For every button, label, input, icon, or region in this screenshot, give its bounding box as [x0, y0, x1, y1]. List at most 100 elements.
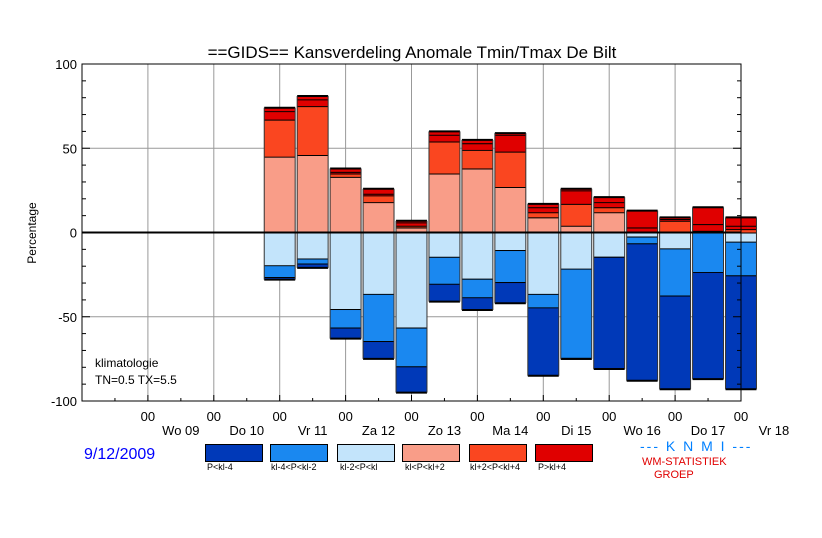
bar-segment — [461, 139, 493, 144]
legend-label-4: kl<P<kl+2 — [405, 462, 445, 472]
bar-segment — [527, 212, 559, 218]
y-tick-label: 100 — [55, 57, 77, 72]
y-tick-label: 50 — [63, 141, 77, 156]
bar-segment — [363, 188, 395, 194]
bar-segment — [428, 257, 460, 285]
bar-stack — [263, 106, 296, 281]
bar-segment — [264, 156, 296, 233]
bar-segment — [297, 154, 329, 233]
bar-stack — [659, 216, 692, 391]
bar-segment — [593, 202, 625, 208]
x-hour-label: 00 — [207, 409, 221, 424]
bar-segment — [692, 272, 724, 380]
bar-segment — [494, 151, 526, 188]
bar-segment — [494, 134, 526, 152]
bar-segment — [626, 244, 658, 381]
bar-segment — [692, 232, 724, 273]
x-day-label: Vr 18 — [759, 423, 790, 438]
bar-segment — [527, 232, 559, 295]
bar-segment — [560, 232, 592, 270]
bar-segment — [527, 207, 559, 213]
legend-label-3: kl-2<P<kl — [340, 462, 378, 472]
bar-segment — [626, 237, 658, 245]
x-day-label: Wo 16 — [623, 423, 660, 438]
bar-segment — [330, 232, 362, 311]
bar-segment — [461, 232, 493, 280]
bar-stack — [494, 132, 527, 305]
bar-segment — [264, 266, 296, 278]
bar-segment — [297, 106, 329, 155]
bar-segment — [363, 202, 395, 233]
x-hour-label: 00 — [734, 409, 748, 424]
bar-segment — [396, 232, 427, 329]
x-day-label: Do 10 — [229, 423, 264, 438]
chart-title: ==GIDS== Kansverdeling Anomale Tmin/Tmax… — [208, 43, 617, 62]
bar-segment — [428, 173, 460, 233]
bar-segment — [593, 257, 625, 369]
bar-group — [263, 95, 757, 394]
bar-segment — [297, 232, 329, 260]
y-axis-label: Percentage — [25, 202, 39, 264]
bar-stack — [593, 196, 626, 370]
bar-segment — [363, 342, 395, 359]
bar-segment — [659, 232, 691, 250]
bar-segment — [330, 328, 362, 339]
knmi-logo-text: --- K N M I --- — [640, 438, 753, 454]
bar-stack — [329, 167, 362, 340]
bar-segment — [692, 207, 724, 225]
bar-stack — [428, 130, 461, 303]
forecast-date: 9/12/2009 — [84, 446, 156, 463]
x-hour-label: 00 — [668, 409, 682, 424]
bar-segment — [494, 283, 526, 304]
bar-segment — [659, 220, 691, 233]
bar-segment — [461, 298, 493, 311]
bar-segment — [297, 99, 329, 107]
x-hour-label: 00 — [470, 409, 484, 424]
bar-segment — [461, 279, 493, 299]
y-tick-label: -50 — [58, 310, 77, 325]
x-day-label: Do 17 — [691, 423, 726, 438]
bar-segment — [428, 232, 460, 258]
bar-segment — [396, 222, 427, 226]
x-day-label: Ma 14 — [492, 423, 528, 438]
bar-segment — [396, 367, 427, 393]
legend-label-5: kl+2<P<kl+4 — [470, 462, 521, 472]
bar-segment — [494, 251, 526, 284]
bar-segment — [626, 232, 658, 238]
bar-segment — [461, 143, 493, 150]
x-day-label: Vr 11 — [298, 423, 328, 438]
bar-segment — [297, 96, 329, 100]
bar-segment — [428, 141, 460, 174]
bar-segment — [527, 308, 559, 376]
bar-segment — [659, 296, 691, 390]
bar-segment — [330, 173, 362, 177]
bar-segment — [264, 232, 296, 267]
bar-segment — [560, 225, 592, 233]
bar-stack — [626, 209, 659, 382]
x-day-label: Wo 09 — [162, 423, 199, 438]
bar-stack — [362, 187, 395, 360]
bar-segment — [593, 207, 625, 213]
bar-segment — [264, 107, 296, 112]
bar-segment — [297, 264, 329, 268]
x-hour-label: 00 — [338, 409, 352, 424]
x-day-label: Za 12 — [362, 423, 395, 438]
bar-segment — [692, 224, 724, 231]
y-tick-label: 0 — [70, 226, 77, 241]
legend-label-2: kl-4<P<kl-2 — [271, 462, 317, 472]
bar-segment — [428, 134, 460, 142]
x-hour-label: 00 — [536, 409, 550, 424]
bar-segment — [659, 249, 691, 297]
x-day-label: Di 15 — [561, 423, 591, 438]
x-hour-label: 00 — [602, 409, 616, 424]
bar-segment — [330, 176, 362, 233]
group-name-line1: WM-STATISTIEK — [642, 456, 727, 468]
legend-swatch-3 — [337, 444, 395, 462]
bar-segment — [626, 210, 658, 228]
climatology-values: TN=0.5 TX=5.5 — [95, 373, 177, 387]
legend-swatch-6 — [535, 444, 593, 462]
group-name-line2: GROEP — [654, 469, 694, 481]
bar-segment — [527, 294, 559, 309]
bar-segment — [560, 203, 592, 226]
legend-swatch-2 — [270, 444, 328, 462]
